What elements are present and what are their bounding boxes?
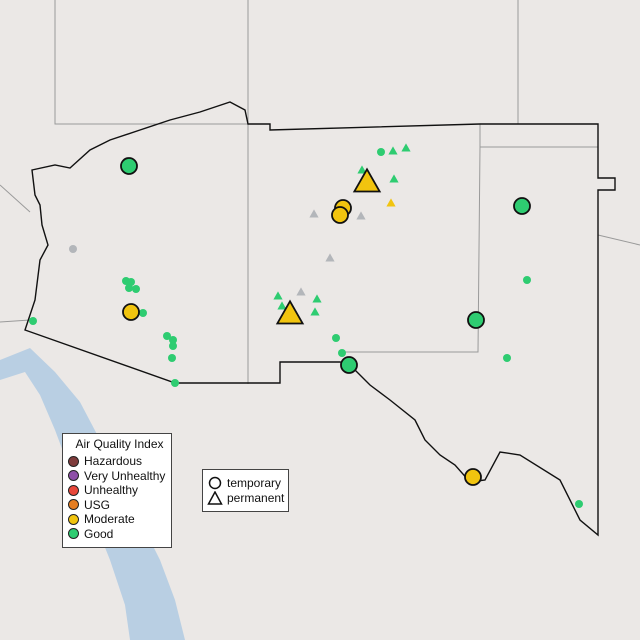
legend-label: Moderate [84, 512, 135, 527]
sensor-temporary-marker[interactable] [125, 284, 133, 292]
sensor-temporary-marker[interactable] [69, 245, 77, 253]
monitor-permanent-marker[interactable] [352, 167, 382, 193]
sensor-permanent-marker[interactable] [401, 143, 411, 152]
monitor-temporary-marker[interactable] [122, 303, 140, 321]
sensor-permanent-marker[interactable] [310, 307, 320, 316]
monitor-permanent-marker[interactable] [275, 299, 305, 325]
legend-label: Good [84, 526, 114, 541]
monitor-temporary-marker[interactable] [513, 197, 531, 215]
aqi-legend: Air Quality Index Hazardous Very Unhealth… [62, 433, 172, 548]
legend-item-hazardous: Hazardous [68, 454, 171, 469]
monitor-temporary-marker[interactable] [464, 468, 482, 486]
sensor-permanent-marker[interactable] [356, 211, 366, 220]
sensor-temporary-marker[interactable] [377, 148, 385, 156]
monitor-temporary-marker[interactable] [467, 311, 485, 329]
markers [29, 143, 583, 508]
sensor-temporary-marker[interactable] [132, 285, 140, 293]
monitor-temporary-marker[interactable] [331, 206, 349, 224]
legend-label: permanent [227, 490, 285, 505]
sensor-temporary-marker[interactable] [332, 334, 340, 342]
sensor-permanent-marker[interactable] [389, 174, 399, 183]
circle-icon [68, 499, 79, 511]
sensor-permanent-marker[interactable] [388, 146, 398, 155]
circle-icon [68, 513, 79, 525]
circle-icon [68, 528, 79, 540]
sensor-permanent-marker[interactable] [386, 198, 396, 207]
legend-item-temporary: temporary [207, 475, 288, 490]
sensor-temporary-marker[interactable] [575, 500, 583, 508]
triangle-icon [207, 490, 223, 505]
type-legend: temporary permanent [202, 469, 289, 512]
state-borders [0, 0, 640, 384]
aqi-legend-title: Air Quality Index [75, 437, 164, 451]
circle-icon [68, 470, 79, 482]
circle-icon [208, 476, 222, 489]
sensor-temporary-marker[interactable] [29, 317, 37, 325]
region-border [24, 101, 616, 537]
sensor-temporary-marker[interactable] [169, 342, 177, 350]
monitor-temporary-marker[interactable] [340, 356, 358, 374]
sensor-permanent-marker[interactable] [296, 287, 306, 296]
sensor-permanent-marker[interactable] [357, 165, 367, 174]
legend-item-usg: USG [68, 498, 171, 513]
sensor-temporary-marker[interactable] [139, 309, 147, 317]
monitor-temporary-marker[interactable] [120, 157, 138, 175]
sensor-permanent-marker[interactable] [325, 253, 335, 262]
legend-item-good: Good [68, 527, 171, 542]
legend-label: Very Unhealthy [84, 468, 166, 483]
sensor-temporary-marker[interactable] [503, 354, 511, 362]
sensor-temporary-marker[interactable] [523, 276, 531, 284]
sensor-permanent-marker[interactable] [309, 209, 319, 218]
legend-item-very-unhealthy: Very Unhealthy [68, 469, 171, 484]
sensor-temporary-marker[interactable] [163, 332, 171, 340]
sensor-temporary-marker[interactable] [169, 336, 177, 344]
sensor-temporary-marker[interactable] [171, 379, 179, 387]
sensor-temporary-marker[interactable] [168, 354, 176, 362]
circle-icon [68, 484, 79, 496]
legend-label: Hazardous [84, 454, 143, 469]
legend-item-unhealthy: Unhealthy [68, 483, 171, 498]
sensor-temporary-marker[interactable] [338, 349, 346, 357]
legend-label: temporary [227, 475, 282, 490]
legend-label: USG [84, 497, 111, 512]
sensor-permanent-marker[interactable] [277, 301, 287, 310]
sensor-permanent-marker[interactable] [273, 291, 283, 300]
circle-icon [68, 455, 79, 467]
legend-item-moderate: Moderate [68, 512, 171, 527]
legend-label: Unhealthy [84, 483, 139, 498]
legend-item-permanent: permanent [207, 490, 288, 505]
sensor-permanent-marker[interactable] [312, 294, 322, 303]
